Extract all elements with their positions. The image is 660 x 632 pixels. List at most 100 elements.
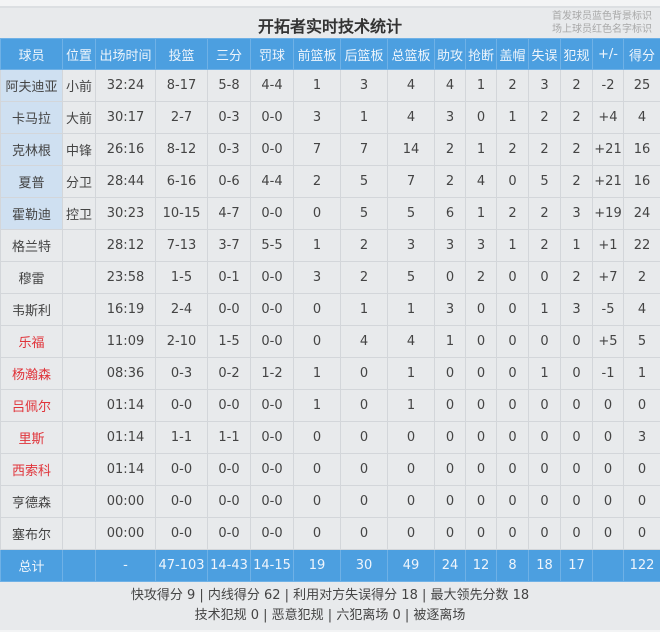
stat-cell: 4 <box>387 69 435 102</box>
player-name: 吕佩尔 <box>0 389 63 422</box>
stat-cell: 0 <box>528 517 561 550</box>
stat-cell: +4 <box>592 101 624 134</box>
stat-cell <box>62 453 96 486</box>
stat-cell: 01:14 <box>95 389 156 422</box>
stat-cell: 1 <box>340 101 388 134</box>
column-header: 犯规 <box>560 38 593 70</box>
stat-cell: 4 <box>387 101 435 134</box>
stat-cell: 4-4 <box>250 69 294 102</box>
stat-cell: 0 <box>465 485 497 518</box>
stat-cell: 0 <box>434 453 466 486</box>
stat-cell: 16 <box>623 133 660 166</box>
stat-cell: 1 <box>387 293 435 326</box>
stat-cell: 0-0 <box>155 389 208 422</box>
stat-cell: 0-3 <box>207 101 251 134</box>
stat-cell: 0 <box>465 453 497 486</box>
stat-cell: 2 <box>434 165 466 198</box>
player-row: 阿夫迪亚 小前 32:24 8-17 5-8 4-4 1 3 4 4 1 2 3 2 -2 25 <box>0 69 660 102</box>
stat-cell: 32:24 <box>95 69 156 102</box>
stat-cell: 0 <box>496 485 529 518</box>
player-name: 西索科 <box>0 453 63 486</box>
stat-cell: 0 <box>465 389 497 422</box>
stat-cell <box>62 421 96 454</box>
stat-cell: 0 <box>434 389 466 422</box>
stat-cell: 1 <box>528 293 561 326</box>
stat-cell: 3 <box>623 421 660 454</box>
stat-cell: 0-0 <box>250 101 294 134</box>
stat-cell: 1 <box>560 229 593 262</box>
totals-row: 总计 -47-103 14-43 14-15 19 30 49 24 12 8 18 17 122 <box>0 549 660 582</box>
stat-cell <box>62 325 96 358</box>
stat-cell: 0 <box>293 517 341 550</box>
stat-cell: 01:14 <box>95 453 156 486</box>
stat-cell: 0-0 <box>250 261 294 294</box>
stat-cell: +5 <box>592 325 624 358</box>
stat-cell: 2 <box>560 133 593 166</box>
stat-cell: 6-16 <box>155 165 208 198</box>
total-cell: 49 <box>387 549 435 582</box>
stat-cell: 0-0 <box>207 517 251 550</box>
stat-cell: 0 <box>623 485 660 518</box>
total-cell: 17 <box>560 549 593 582</box>
column-header: 后篮板 <box>340 38 388 70</box>
stat-cell: 中锋 <box>62 133 96 166</box>
stat-cell: 4 <box>465 165 497 198</box>
page-title: 开拓者实时技术统计 <box>257 17 402 36</box>
legend-starter: 首发球员蓝色背景标识 <box>552 11 652 22</box>
total-cell: 19 <box>293 549 341 582</box>
column-header: 前篮板 <box>293 38 341 70</box>
column-header: 球员 <box>0 38 63 70</box>
stat-cell: 1 <box>623 357 660 390</box>
stat-cell: 1-5 <box>155 261 208 294</box>
player-row: 乐福 11:09 2-10 1-5 0-0 0 4 4 1 0 0 0 0 +5 5 <box>0 325 660 358</box>
stat-cell: 0 <box>592 421 624 454</box>
stat-cell: 0 <box>528 485 561 518</box>
stat-cell: 0 <box>340 485 388 518</box>
stat-cell: 0 <box>434 357 466 390</box>
stat-cell: 3 <box>434 293 466 326</box>
stat-cell: 08:36 <box>95 357 156 390</box>
stat-cell: 5 <box>623 325 660 358</box>
column-header: 得分 <box>623 38 660 70</box>
stat-cell: 2-4 <box>155 293 208 326</box>
stat-cell: 0 <box>528 325 561 358</box>
column-header: +/- <box>592 38 624 70</box>
stat-cell: 1 <box>465 197 497 230</box>
summary-line-2: 技术犯规 0 | 恶意犯规 | 六犯离场 0 | 被逐离场 <box>194 608 466 623</box>
stat-cell: 1 <box>465 69 497 102</box>
stat-cell: +21 <box>592 165 624 198</box>
summary-footer: 快攻得分 9 | 内线得分 62 | 利用对方失误得分 18 | 最大领先分数 … <box>0 582 660 626</box>
stat-cell: 2 <box>293 165 341 198</box>
stat-cell: 0 <box>592 389 624 422</box>
stat-cell: 0 <box>293 197 341 230</box>
stat-cell: 0-0 <box>250 453 294 486</box>
stat-cell: 0 <box>496 293 529 326</box>
total-cell: 14-15 <box>250 549 294 582</box>
stat-cell: 8-12 <box>155 133 208 166</box>
stat-cell: 0 <box>465 101 497 134</box>
player-name: 卡马拉 <box>0 101 63 134</box>
stat-cell: 2 <box>496 69 529 102</box>
stat-cell: 1 <box>293 357 341 390</box>
player-row: 里斯 01:14 1-1 1-1 0-0 0 0 0 0 0 0 0 0 0 3 <box>0 421 660 454</box>
stat-cell: 0 <box>528 261 561 294</box>
player-row: 卡马拉 大前 30:17 2-7 0-3 0-0 3 1 4 3 0 1 2 2 +4 4 <box>0 101 660 134</box>
stat-cell: 0 <box>496 165 529 198</box>
stat-cell: +19 <box>592 197 624 230</box>
stat-cell: 28:44 <box>95 165 156 198</box>
stat-cell: 0-6 <box>207 165 251 198</box>
stat-cell: 0-0 <box>250 325 294 358</box>
stat-cell <box>62 229 96 262</box>
stat-cell: 1 <box>340 293 388 326</box>
stat-cell: 0-0 <box>250 133 294 166</box>
stat-cell: 7-13 <box>155 229 208 262</box>
stat-cell: 4-7 <box>207 197 251 230</box>
stat-cell: 1 <box>293 69 341 102</box>
stat-cell <box>62 517 96 550</box>
stat-cell: 0 <box>340 389 388 422</box>
stat-cell: 1-1 <box>155 421 208 454</box>
player-row: 格兰特 28:12 7-13 3-7 5-5 1 2 3 3 3 1 2 1 +1 22 <box>0 229 660 262</box>
stat-cell: 0 <box>496 325 529 358</box>
stat-cell: 2 <box>465 261 497 294</box>
stat-cell: 1-1 <box>207 421 251 454</box>
